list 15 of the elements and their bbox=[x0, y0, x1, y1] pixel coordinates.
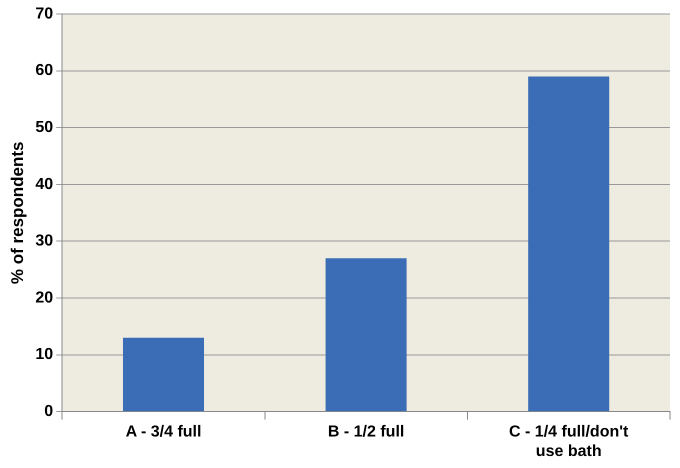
bar bbox=[326, 258, 407, 412]
y-tick-label: 60 bbox=[35, 62, 54, 80]
y-tick-label: 30 bbox=[35, 232, 54, 250]
x-tick-label: B - 1/2 full bbox=[328, 424, 404, 441]
x-tick-label: C - 1/4 full/don't use bath bbox=[509, 424, 630, 460]
x-tick-label: A - 3/4 full bbox=[126, 424, 202, 441]
y-tick-label: 0 bbox=[44, 403, 54, 420]
bar bbox=[122, 338, 204, 412]
y-tick-label: 40 bbox=[35, 176, 54, 193]
y-tick-label: 50 bbox=[35, 119, 54, 136]
y-tick-label: 10 bbox=[35, 346, 54, 364]
y-tick-label: 70 bbox=[35, 5, 54, 22]
y-axis-title: % of respondents bbox=[8, 141, 27, 284]
y-tick-label: 20 bbox=[35, 289, 54, 306]
bar bbox=[528, 76, 610, 412]
